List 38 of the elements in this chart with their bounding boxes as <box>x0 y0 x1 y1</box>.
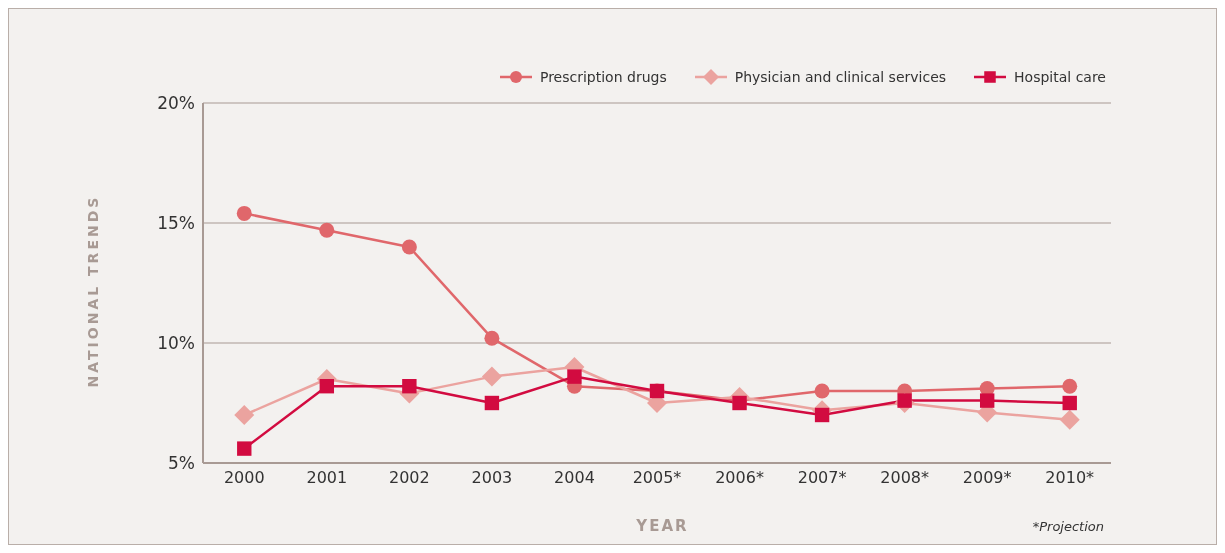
y-tick-label: 10% <box>157 333 195 354</box>
x-tick-label: 2005* <box>632 468 682 488</box>
point <box>1062 395 1077 411</box>
point <box>567 369 582 384</box>
point <box>484 395 500 411</box>
x-tick-label: 2003 <box>471 468 513 488</box>
y-tick-label: 20% <box>157 93 195 114</box>
point <box>1059 409 1080 430</box>
point <box>319 222 335 238</box>
y-tick-label: 5% <box>168 453 195 474</box>
point <box>401 239 417 255</box>
x-tick-label: 2002 <box>389 468 430 488</box>
x-tick-label: 2004 <box>554 468 595 488</box>
point <box>1062 378 1078 394</box>
x-tick-label: 2008* <box>880 468 929 488</box>
point <box>814 383 830 399</box>
point <box>319 379 335 394</box>
x-tick-label: 2007* <box>797 468 847 488</box>
legend-label: Prescription drugs <box>538 68 667 87</box>
y-tick-label: 15% <box>157 213 195 234</box>
point <box>236 205 252 221</box>
point <box>481 366 502 387</box>
point <box>484 330 500 346</box>
legend-label: Hospital care <box>1013 68 1106 87</box>
x-tick-label: 2010* <box>1045 468 1095 488</box>
point <box>979 393 995 408</box>
x-tick-label: 2000 <box>223 468 265 488</box>
y-axis-title: NATIONAL TRENDS <box>85 194 101 388</box>
legend-label: Physician and clinical services <box>733 68 947 87</box>
x-tick-label: 2009* <box>962 468 1012 488</box>
point <box>814 407 830 423</box>
text: *Projection <box>1032 519 1104 534</box>
point <box>237 441 252 456</box>
point <box>402 379 417 394</box>
x-tick-label: 2001 <box>306 468 348 488</box>
point <box>234 405 255 425</box>
x-tick-label: 2006* <box>715 468 764 488</box>
x-axis-title: YEAR <box>636 517 689 535</box>
